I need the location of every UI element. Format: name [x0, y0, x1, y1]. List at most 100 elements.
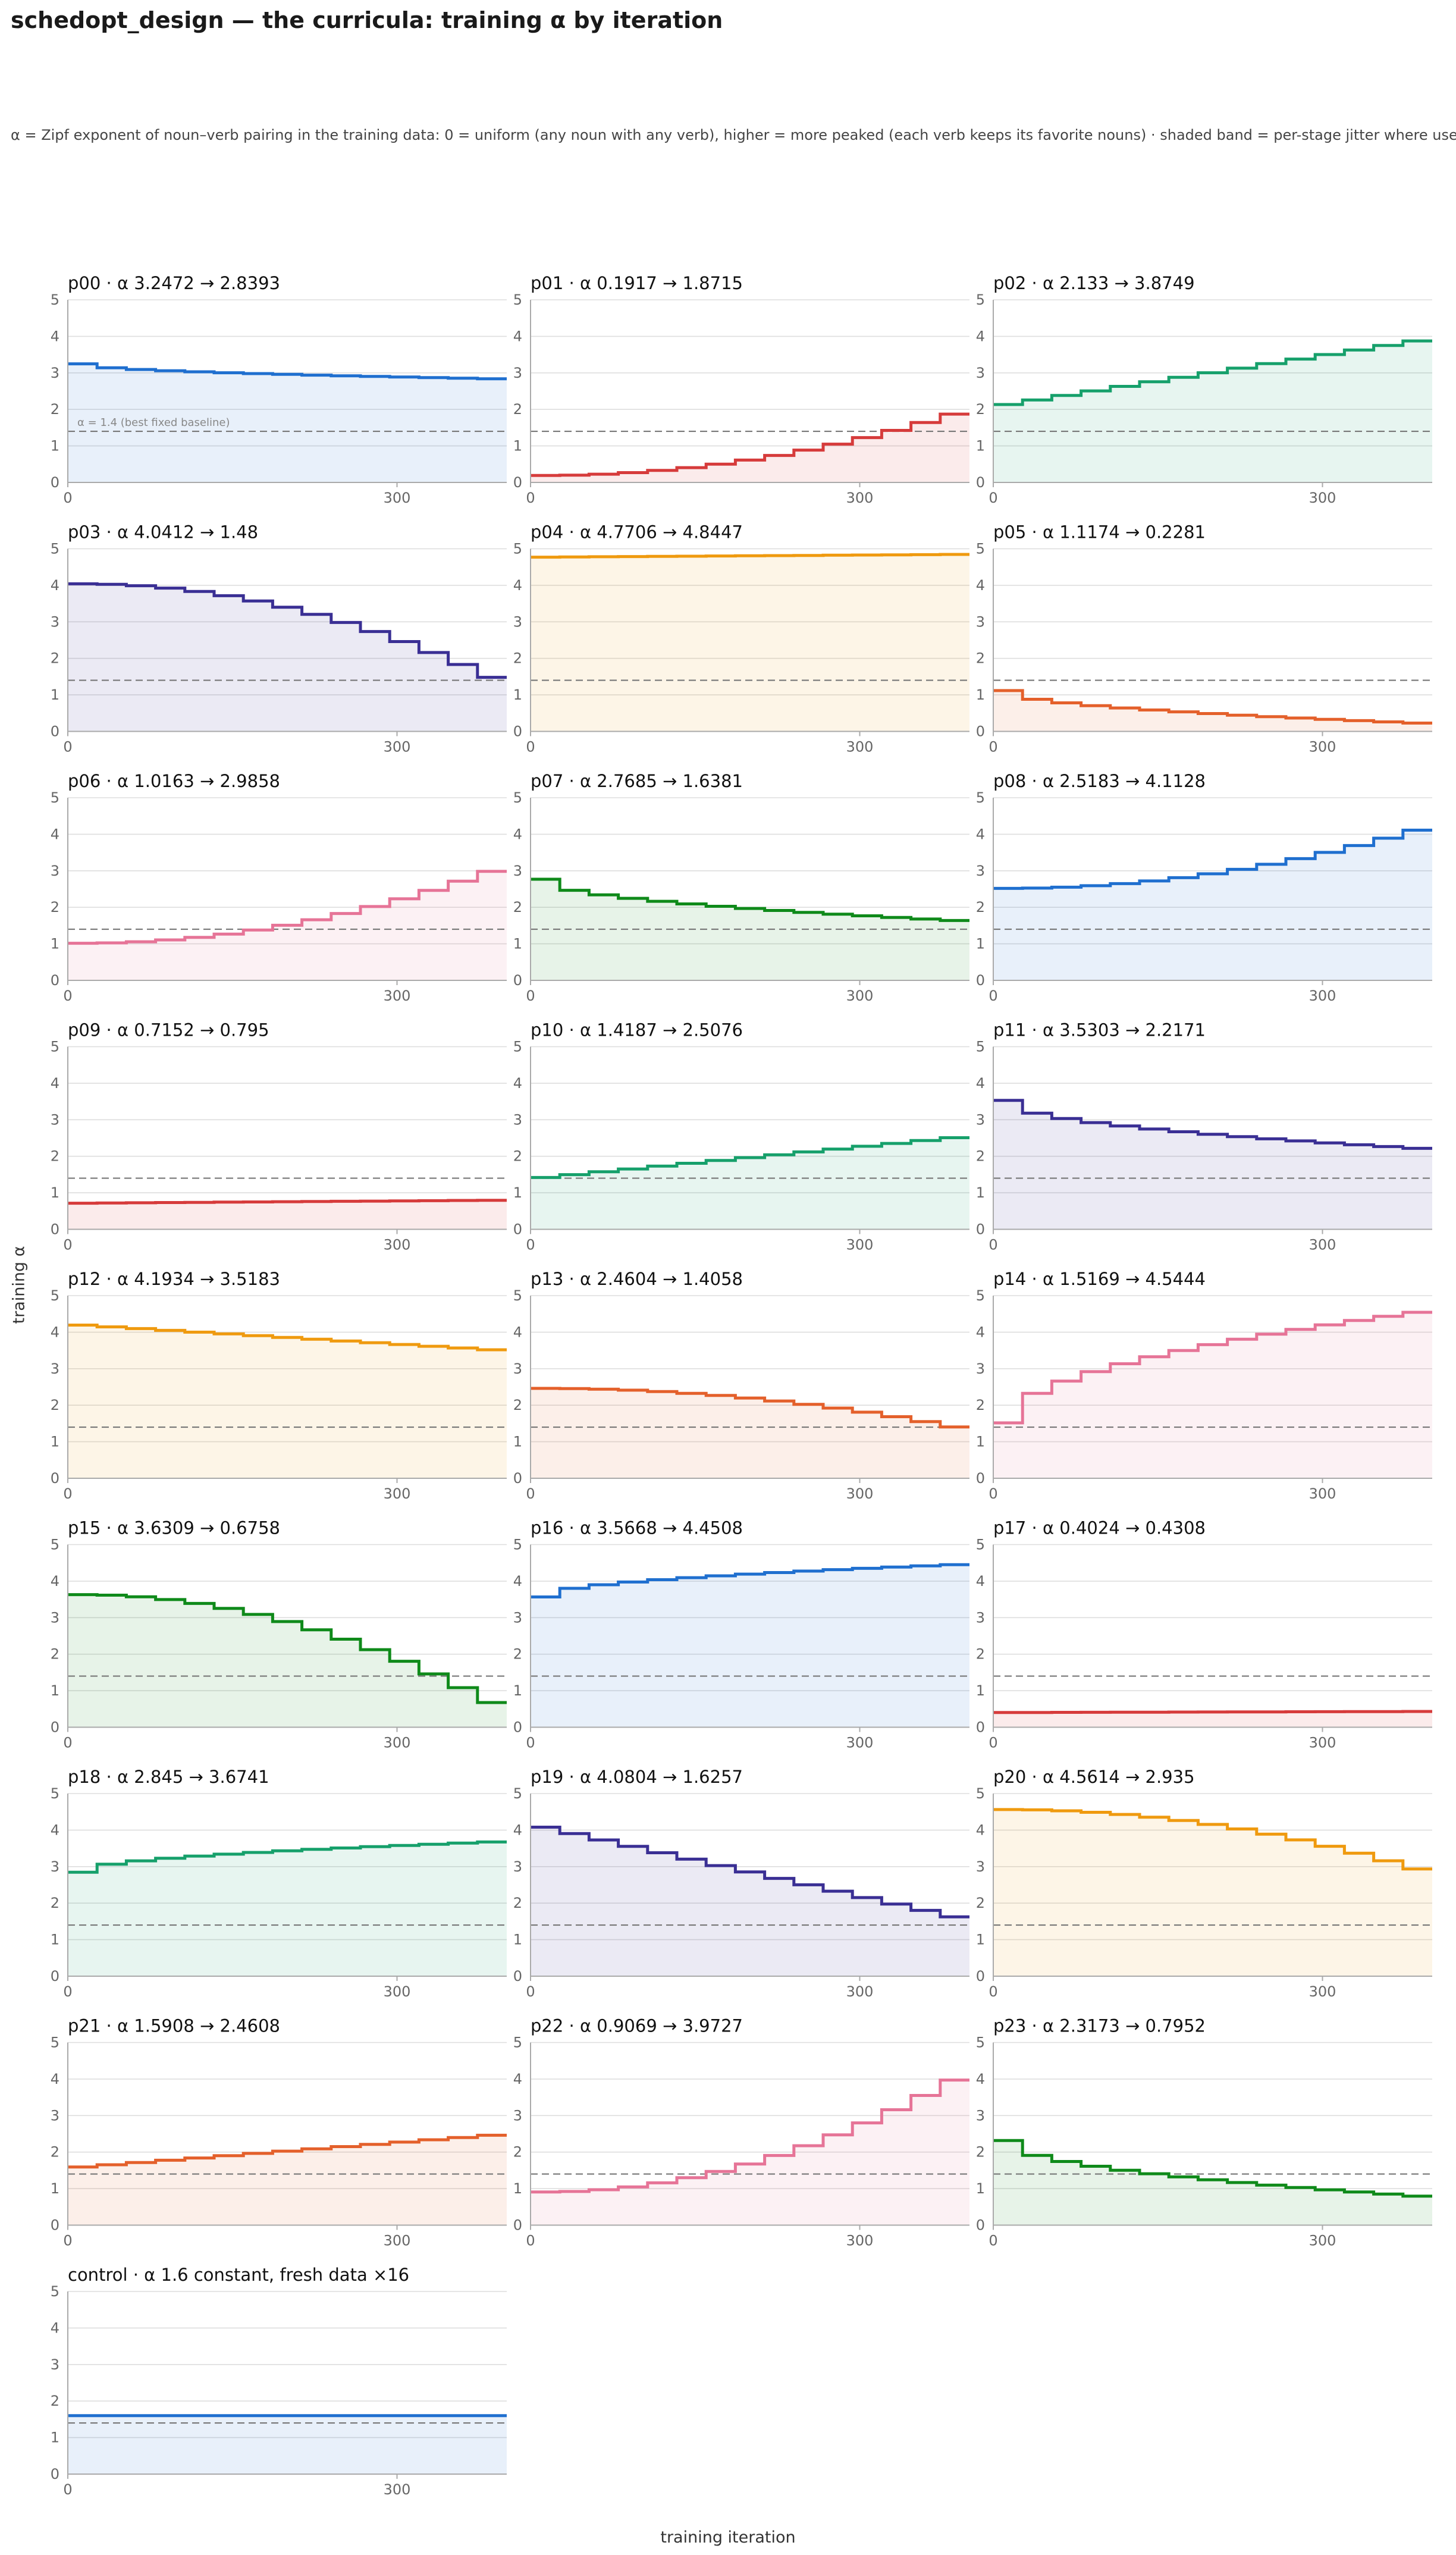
panel-title-p00: p00 · α 3.2472 → 2.8393 — [68, 273, 280, 293]
x-axis-label: training iteration — [660, 2528, 796, 2547]
y-tick-label-p21-5: 5 — [51, 2034, 59, 2051]
panel-title-p23: p23 · α 2.3173 → 0.7952 — [993, 2016, 1206, 2036]
panel-title-p10: p10 · α 1.4187 → 2.5076 — [531, 1020, 743, 1040]
y-tick-label-p14-3: 3 — [976, 1360, 985, 1377]
y-tick-label-p19-2: 2 — [513, 1895, 522, 1911]
y-tick-label-p08-1: 1 — [976, 936, 985, 952]
y-tick-label-p23-4: 4 — [976, 2071, 985, 2087]
panel-title-p20: p20 · α 4.5614 → 2.935 — [993, 1767, 1195, 1787]
y-tick-label-p02-5: 5 — [976, 291, 985, 308]
y-tick-label-p01-2: 2 — [513, 401, 522, 418]
y-tick-label-p00-5: 5 — [51, 291, 59, 308]
y-tick-label-p23-5: 5 — [976, 2034, 985, 2051]
y-tick-label-p20-2: 2 — [976, 1895, 985, 1911]
panel-title-p05: p05 · α 1.1174 → 0.2281 — [993, 522, 1206, 543]
panel-title-p09: p09 · α 0.7152 → 0.795 — [68, 1020, 269, 1040]
y-tick-label-p21-3: 3 — [51, 2107, 59, 2124]
y-tick-label-p12-1: 1 — [51, 1434, 59, 1450]
y-tick-label-p12-5: 5 — [51, 1287, 59, 1304]
area-p12 — [68, 1325, 507, 1478]
y-tick-label-p20-0: 0 — [976, 1968, 985, 1985]
area-p10 — [531, 1137, 969, 1230]
area-p09 — [68, 1200, 507, 1230]
panel-title-p22: p22 · α 0.9069 → 3.9727 — [531, 2016, 743, 2036]
panel-title-p12: p12 · α 4.1934 → 3.5183 — [68, 1269, 280, 1289]
y-tick-label-p06-0: 0 — [51, 972, 59, 989]
x-tick-label-p09-300: 300 — [384, 1237, 411, 1253]
area-p17 — [993, 1711, 1432, 1728]
area-p19 — [531, 1827, 969, 1976]
series-line-p23 — [993, 2139, 1432, 2198]
y-tick-label-p18-0: 0 — [51, 1968, 59, 1985]
x-tick-label-p05-300: 300 — [1309, 739, 1336, 755]
y-tick-label-p15-4: 4 — [51, 1573, 59, 1590]
x-tick-label-p00-300: 300 — [384, 490, 411, 506]
y-tick-label-p20-4: 4 — [976, 1822, 985, 1838]
y-tick-label-p06-5: 5 — [51, 789, 59, 806]
x-tick-label-control-300: 300 — [384, 2481, 411, 2498]
y-tick-label-p19-0: 0 — [513, 1968, 522, 1985]
panel-title-p14: p14 · α 1.5169 → 4.5444 — [993, 1269, 1206, 1289]
y-tick-label-p20-3: 3 — [976, 1858, 985, 1875]
y-tick-label-p03-4: 4 — [51, 577, 59, 594]
y-tick-label-p16-2: 2 — [513, 1646, 522, 1663]
x-tick-label-p12-0: 0 — [63, 1485, 72, 1502]
panel-title-p07: p07 · α 2.7685 → 1.6381 — [531, 771, 743, 791]
y-tick-label-p00-0: 0 — [51, 474, 59, 491]
panel-title-p02: p02 · α 2.133 → 3.8749 — [993, 273, 1195, 293]
y-tick-label-p16-0: 0 — [513, 1719, 522, 1736]
y-tick-label-p03-3: 3 — [51, 613, 59, 630]
area-p00 — [68, 363, 507, 482]
y-tick-label-p08-4: 4 — [976, 826, 985, 842]
y-tick-label-p06-1: 1 — [51, 936, 59, 952]
y-tick-label-p12-2: 2 — [51, 1397, 59, 1413]
y-tick-label-p19-1: 1 — [513, 1932, 522, 1948]
y-tick-label-p06-2: 2 — [51, 899, 59, 916]
y-tick-label-p17-3: 3 — [976, 1609, 985, 1626]
panel-title-p04: p04 · α 4.7706 → 4.8447 — [531, 522, 743, 543]
y-tick-label-p03-2: 2 — [51, 650, 59, 667]
y-tick-label-p07-5: 5 — [513, 789, 522, 806]
x-tick-label-p04-300: 300 — [846, 739, 874, 755]
y-tick-label-p00-3: 3 — [51, 365, 59, 381]
y-tick-label-p06-4: 4 — [51, 826, 59, 842]
x-tick-label-p17-300: 300 — [1309, 1735, 1336, 1751]
area-p21 — [68, 2135, 507, 2225]
baseline-annotation: α = 1.4 (best fixed baseline) — [77, 416, 230, 429]
x-tick-label-p21-0: 0 — [63, 2233, 72, 2249]
x-tick-label-p15-300: 300 — [384, 1735, 411, 1751]
series-line-p17 — [993, 1710, 1432, 1714]
y-tick-label-p15-3: 3 — [51, 1609, 59, 1626]
y-tick-label-p15-5: 5 — [51, 1537, 59, 1553]
y-tick-label-p11-2: 2 — [976, 1148, 985, 1165]
series-line-p09 — [68, 1199, 507, 1205]
panel-title-p11: p11 · α 3.5303 → 2.2171 — [993, 1020, 1206, 1040]
panel-title-p13: p13 · α 2.4604 → 1.4058 — [531, 1269, 743, 1289]
x-tick-label-p11-0: 0 — [989, 1237, 997, 1253]
y-tick-label-p11-5: 5 — [976, 1039, 985, 1055]
y-tick-label-p12-4: 4 — [51, 1324, 59, 1340]
panel-title-p08: p08 · α 2.5183 → 4.1128 — [993, 771, 1206, 791]
x-tick-label-p23-0: 0 — [989, 2233, 997, 2249]
area-p05 — [993, 690, 1432, 732]
x-tick-label-p18-0: 0 — [63, 1983, 72, 2000]
area-p11 — [993, 1100, 1432, 1230]
series-line-p01 — [531, 412, 969, 477]
area-p04 — [531, 554, 969, 732]
y-tick-label-p00-2: 2 — [51, 401, 59, 418]
x-tick-label-p20-300: 300 — [1309, 1983, 1336, 2000]
x-tick-label-p10-300: 300 — [846, 1237, 874, 1253]
y-tick-label-p10-0: 0 — [513, 1221, 522, 1238]
x-tick-label-p12-300: 300 — [384, 1485, 411, 1502]
y-tick-label-p18-1: 1 — [51, 1932, 59, 1948]
y-tick-label-p23-3: 3 — [976, 2107, 985, 2124]
y-tick-label-p22-5: 5 — [513, 2034, 522, 2051]
y-tick-label-p13-5: 5 — [513, 1287, 522, 1304]
y-tick-label-p23-1: 1 — [976, 2180, 985, 2197]
x-tick-label-p17-0: 0 — [989, 1735, 997, 1751]
y-tick-label-p15-2: 2 — [51, 1646, 59, 1663]
series-line-p02 — [993, 339, 1432, 406]
series-line-p22 — [531, 2079, 969, 2194]
y-tick-label-p14-1: 1 — [976, 1434, 985, 1450]
y-tick-label-p16-3: 3 — [513, 1609, 522, 1626]
